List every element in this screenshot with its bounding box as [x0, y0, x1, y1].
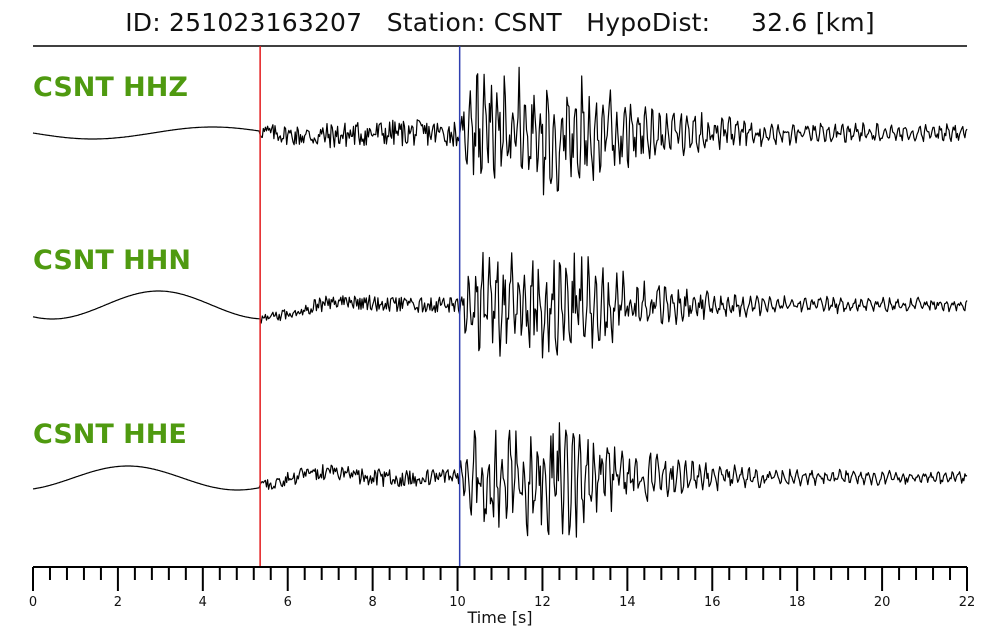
- x-tick-label: 22: [959, 595, 976, 610]
- channel-label-hhe: CSNT HHE: [33, 419, 187, 450]
- x-tick-label: 10: [449, 595, 466, 610]
- waveform-hhz: [32, 66, 968, 196]
- x-tick-label: 0: [29, 595, 37, 610]
- waveform-traces: [32, 66, 968, 538]
- x-tick-label: 18: [789, 595, 806, 610]
- x-tick-label: 6: [284, 595, 292, 610]
- phase-picks: [259, 46, 461, 567]
- x-tick-label: 2: [114, 595, 122, 610]
- chart-title: ID: 251023163207 Station: CSNT HypoDist:…: [125, 8, 875, 37]
- channel-label-hhn: CSNT HHN: [33, 245, 191, 276]
- time-axis: 0 2 4 6 8 10 12 14 16 18 20 22 Time [s]: [29, 566, 976, 627]
- x-tick-label: 8: [368, 595, 376, 610]
- channel-label-hhz: CSNT HHZ: [33, 72, 188, 103]
- x-tick-label: 14: [619, 595, 636, 610]
- x-tick-label: 16: [704, 595, 721, 610]
- x-tick-label: 4: [199, 595, 207, 610]
- waveform-hhn: [32, 251, 968, 359]
- x-axis-label: Time [s]: [466, 608, 532, 627]
- waveform-hhe: [32, 422, 968, 538]
- x-tick-label: 20: [874, 595, 891, 610]
- x-tick-label: 12: [534, 595, 551, 610]
